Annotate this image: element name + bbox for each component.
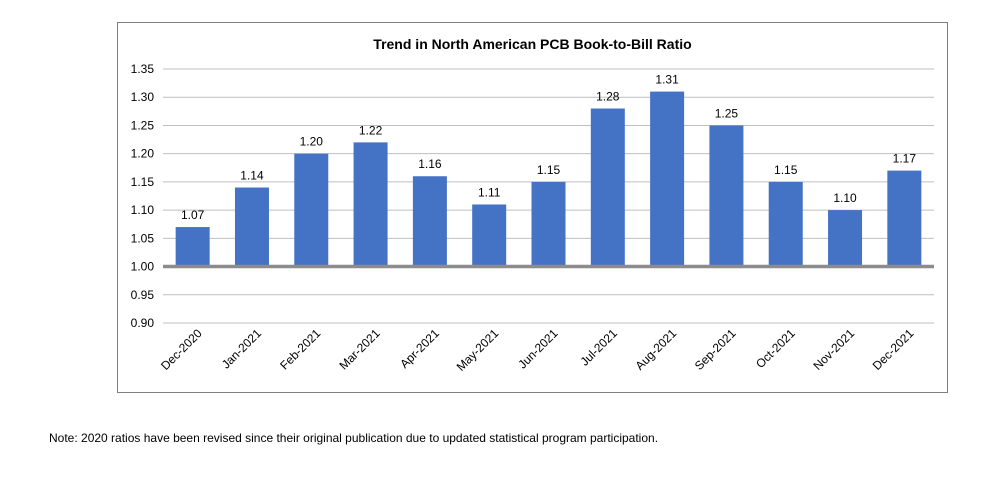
bar (472, 204, 507, 267)
bar (768, 181, 803, 267)
y-tick-label: 1.35 (131, 62, 155, 76)
y-tick-label: 0.90 (131, 316, 155, 330)
data-label: 1.07 (181, 208, 205, 222)
x-tick-label: Dec-2021 (870, 326, 917, 373)
footnote: Note: 2020 ratios have been revised sinc… (49, 431, 659, 445)
x-tick-label: May-2021 (454, 326, 502, 374)
x-tick-label: Aug-2021 (633, 326, 680, 373)
data-label: 1.20 (300, 135, 324, 149)
x-tick-label: Oct-2021 (753, 326, 798, 371)
y-tick-label: 1.00 (131, 260, 155, 274)
data-label: 1.15 (774, 163, 798, 177)
y-tick-label: 1.15 (131, 175, 155, 189)
x-tick-label: Sep-2021 (692, 326, 739, 373)
bar (234, 187, 269, 267)
y-tick-label: 1.20 (131, 147, 155, 161)
y-tick-label: 1.10 (131, 203, 155, 217)
x-tick-label: Nov-2021 (810, 326, 857, 373)
bar (590, 108, 625, 267)
x-tick-label: Jan-2021 (219, 326, 265, 372)
x-tick-label: Feb-2021 (277, 326, 323, 372)
y-tick-label: 1.30 (131, 90, 155, 104)
x-tick-label: Jun-2021 (515, 326, 561, 372)
data-label: 1.16 (418, 157, 442, 171)
bar (412, 176, 447, 267)
data-label: 1.31 (655, 73, 679, 87)
bar (294, 153, 329, 267)
y-tick-label: 1.05 (131, 231, 155, 245)
bar (531, 181, 566, 267)
x-tick-label: Mar-2021 (336, 326, 382, 372)
x-tick-label: Jul-2021 (577, 326, 620, 369)
y-tick-label: 0.95 (131, 288, 155, 302)
x-tick-label: Dec-2020 (158, 326, 205, 373)
data-label: 1.10 (833, 191, 857, 205)
data-label: 1.28 (596, 90, 620, 104)
y-tick-label: 1.25 (131, 118, 155, 132)
bar (650, 91, 685, 267)
data-label: 1.17 (893, 152, 917, 166)
data-label: 1.22 (359, 123, 383, 137)
data-label: 1.15 (537, 163, 561, 177)
data-label: 1.14 (240, 169, 264, 183)
bar (353, 142, 388, 267)
chart-title: Trend in North American PCB Book-to-Bill… (373, 36, 692, 52)
bar (175, 227, 210, 267)
bar (828, 210, 863, 267)
bar (709, 125, 744, 267)
data-label: 1.11 (478, 185, 501, 199)
bar (887, 170, 922, 267)
x-tick-label: Apr-2021 (397, 326, 442, 371)
data-label: 1.25 (715, 106, 739, 120)
